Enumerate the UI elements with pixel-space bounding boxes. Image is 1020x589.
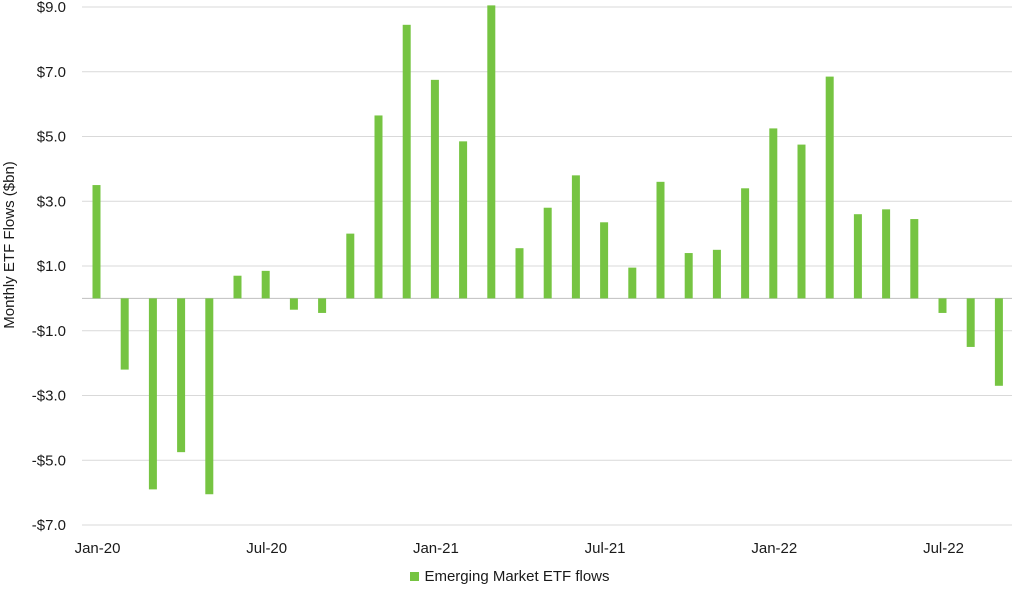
- bar: [882, 209, 891, 299]
- chart: -$7.0 -$5.0 -$3.0 -$1.0 $1.0 $3.0 $5.0 $7.0 $9.0…: [1, 0, 1012, 557]
- bar: [628, 267, 637, 299]
- bar: [318, 298, 327, 313]
- bar: [459, 141, 468, 299]
- legend: Emerging Market ETF flows: [0, 568, 1020, 585]
- x-tick-label: Jul-20: [246, 540, 287, 557]
- bar: [656, 181, 665, 299]
- bar: [402, 24, 411, 299]
- y-tick-label: $5.0: [37, 129, 66, 146]
- bar: [600, 222, 609, 299]
- y-tick-label: -$7.0: [32, 517, 66, 534]
- legend-swatch: [410, 572, 420, 581]
- bar: [910, 219, 919, 299]
- y-tick-label: $3.0: [37, 193, 66, 210]
- bar: [515, 248, 524, 299]
- bar: [120, 298, 129, 370]
- x-tick-label: Jan-21: [413, 540, 459, 557]
- x-tick-label: Jul-22: [923, 540, 964, 557]
- bar: [289, 298, 298, 310]
- y-tick-label: $7.0: [37, 64, 66, 81]
- y-tick-label: -$3.0: [32, 388, 66, 405]
- bar: [261, 270, 270, 299]
- bar: [825, 76, 834, 299]
- bar: [233, 275, 242, 299]
- x-tick-label: Jul-21: [585, 540, 626, 557]
- y-tick-label: -$5.0: [32, 452, 66, 469]
- bar: [797, 144, 806, 299]
- bar: [769, 128, 778, 299]
- y-tick-label: $1.0: [37, 258, 66, 275]
- x-tick-label: Jan-22: [751, 540, 797, 557]
- y-axis-title: Monthly ETF Flows ($bn): [1, 161, 18, 329]
- bar: [430, 79, 439, 299]
- bar: [712, 249, 721, 299]
- bar: [346, 233, 355, 299]
- bar: [853, 214, 862, 299]
- y-tick-label: -$1.0: [32, 323, 66, 340]
- bar: [571, 175, 580, 299]
- bar: [543, 207, 552, 299]
- bar: [966, 298, 975, 347]
- bar: [374, 115, 383, 299]
- bar: [148, 298, 157, 490]
- bar: [177, 298, 186, 453]
- bars: [92, 5, 1003, 495]
- bar: [92, 185, 101, 299]
- bar: [938, 298, 947, 313]
- x-axis-tick-labels: Jan-20 Jul-20 Jan-21 Jul-21 Jan-22 Jul-22: [75, 540, 964, 557]
- bar: [994, 298, 1003, 386]
- bar: [741, 188, 750, 299]
- bar: [684, 253, 693, 299]
- bar: [487, 5, 496, 299]
- x-tick-label: Jan-20: [75, 540, 121, 557]
- bar: [205, 298, 214, 495]
- legend-label: Emerging Market ETF flows: [424, 568, 610, 585]
- y-tick-label: $9.0: [37, 0, 66, 16]
- y-axis-tick-labels: -$7.0 -$5.0 -$3.0 -$1.0 $1.0 $3.0 $5.0 $7.0 $9.0: [32, 0, 66, 534]
